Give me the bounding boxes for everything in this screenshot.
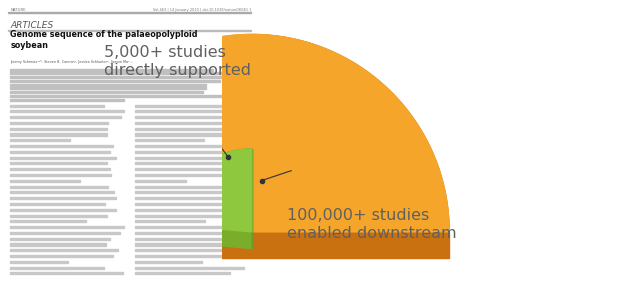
Bar: [135, 249, 228, 251]
Bar: [10, 122, 108, 124]
Text: Jeremy Schmutz¹²*, Steven B. Cannon³, Jessica Schlueter⁴, Jianxin Ma⁵...: Jeremy Schmutz¹²*, Steven B. Cannon³, Je…: [10, 60, 133, 64]
Bar: [135, 215, 239, 217]
Bar: [135, 128, 239, 130]
Bar: [135, 180, 186, 182]
Bar: [10, 238, 110, 240]
Bar: [10, 215, 107, 217]
Text: 5,000+ studies
directly supported: 5,000+ studies directly supported: [104, 45, 251, 78]
Bar: [10, 157, 117, 159]
Bar: [10, 244, 106, 246]
Bar: [10, 87, 206, 89]
Polygon shape: [169, 149, 252, 232]
Bar: [135, 203, 236, 205]
Bar: [10, 267, 104, 269]
Text: NATURE: NATURE: [10, 8, 26, 12]
Bar: [10, 209, 116, 211]
Bar: [10, 261, 68, 263]
Bar: [135, 162, 247, 164]
Bar: [10, 128, 107, 130]
Bar: [135, 133, 232, 135]
Bar: [10, 226, 123, 228]
Bar: [10, 105, 104, 107]
Bar: [135, 272, 230, 274]
Polygon shape: [54, 34, 449, 232]
Bar: [10, 203, 105, 205]
Bar: [135, 267, 244, 269]
Bar: [10, 255, 113, 257]
Bar: [135, 151, 247, 153]
Bar: [135, 226, 230, 228]
Polygon shape: [54, 34, 252, 258]
Bar: [135, 168, 230, 170]
Bar: [135, 145, 247, 147]
Bar: [10, 110, 124, 112]
Bar: [10, 95, 228, 97]
Bar: [135, 220, 205, 223]
Bar: [135, 197, 245, 199]
Bar: [10, 186, 108, 188]
Bar: [10, 91, 203, 93]
Bar: [135, 232, 249, 234]
Bar: [10, 191, 114, 193]
Bar: [10, 197, 116, 199]
Bar: [10, 116, 121, 118]
Text: Genome sequence of the palaeopolyploid
soybean: Genome sequence of the palaeopolyploid s…: [10, 30, 198, 50]
Bar: [10, 133, 107, 135]
Bar: [10, 69, 213, 71]
Bar: [10, 168, 110, 170]
Bar: [135, 244, 232, 246]
Bar: [10, 72, 231, 74]
Bar: [10, 139, 70, 141]
Bar: [10, 76, 224, 78]
Bar: [10, 84, 206, 86]
Bar: [8, 12, 251, 13]
Bar: [135, 122, 239, 124]
Bar: [10, 180, 80, 182]
Bar: [10, 151, 110, 153]
Bar: [135, 174, 232, 176]
Bar: [135, 191, 234, 193]
Text: Vol 463 | 14 January 2010 | doi:10.1038/nature08G61 1: Vol 463 | 14 January 2010 | doi:10.1038/…: [153, 8, 251, 12]
Bar: [10, 249, 118, 251]
Bar: [135, 186, 236, 188]
Polygon shape: [54, 232, 449, 258]
Bar: [10, 99, 124, 101]
Polygon shape: [169, 225, 252, 248]
Bar: [8, 30, 251, 31]
Bar: [135, 116, 234, 118]
Bar: [10, 80, 220, 82]
Bar: [10, 232, 120, 234]
Bar: [135, 105, 233, 107]
Bar: [10, 145, 113, 147]
Bar: [135, 157, 241, 159]
Bar: [135, 238, 244, 240]
Bar: [10, 174, 111, 176]
Polygon shape: [169, 149, 252, 241]
Bar: [10, 162, 107, 164]
Bar: [135, 110, 242, 112]
Bar: [10, 272, 123, 274]
Bar: [10, 220, 86, 223]
Text: ARTICLES: ARTICLES: [10, 21, 54, 30]
Bar: [135, 139, 204, 141]
Bar: [135, 209, 234, 211]
Bar: [135, 261, 202, 263]
Polygon shape: [252, 34, 449, 258]
Text: 100,000+ studies
enabled downstream: 100,000+ studies enabled downstream: [288, 208, 457, 241]
Bar: [135, 255, 245, 257]
